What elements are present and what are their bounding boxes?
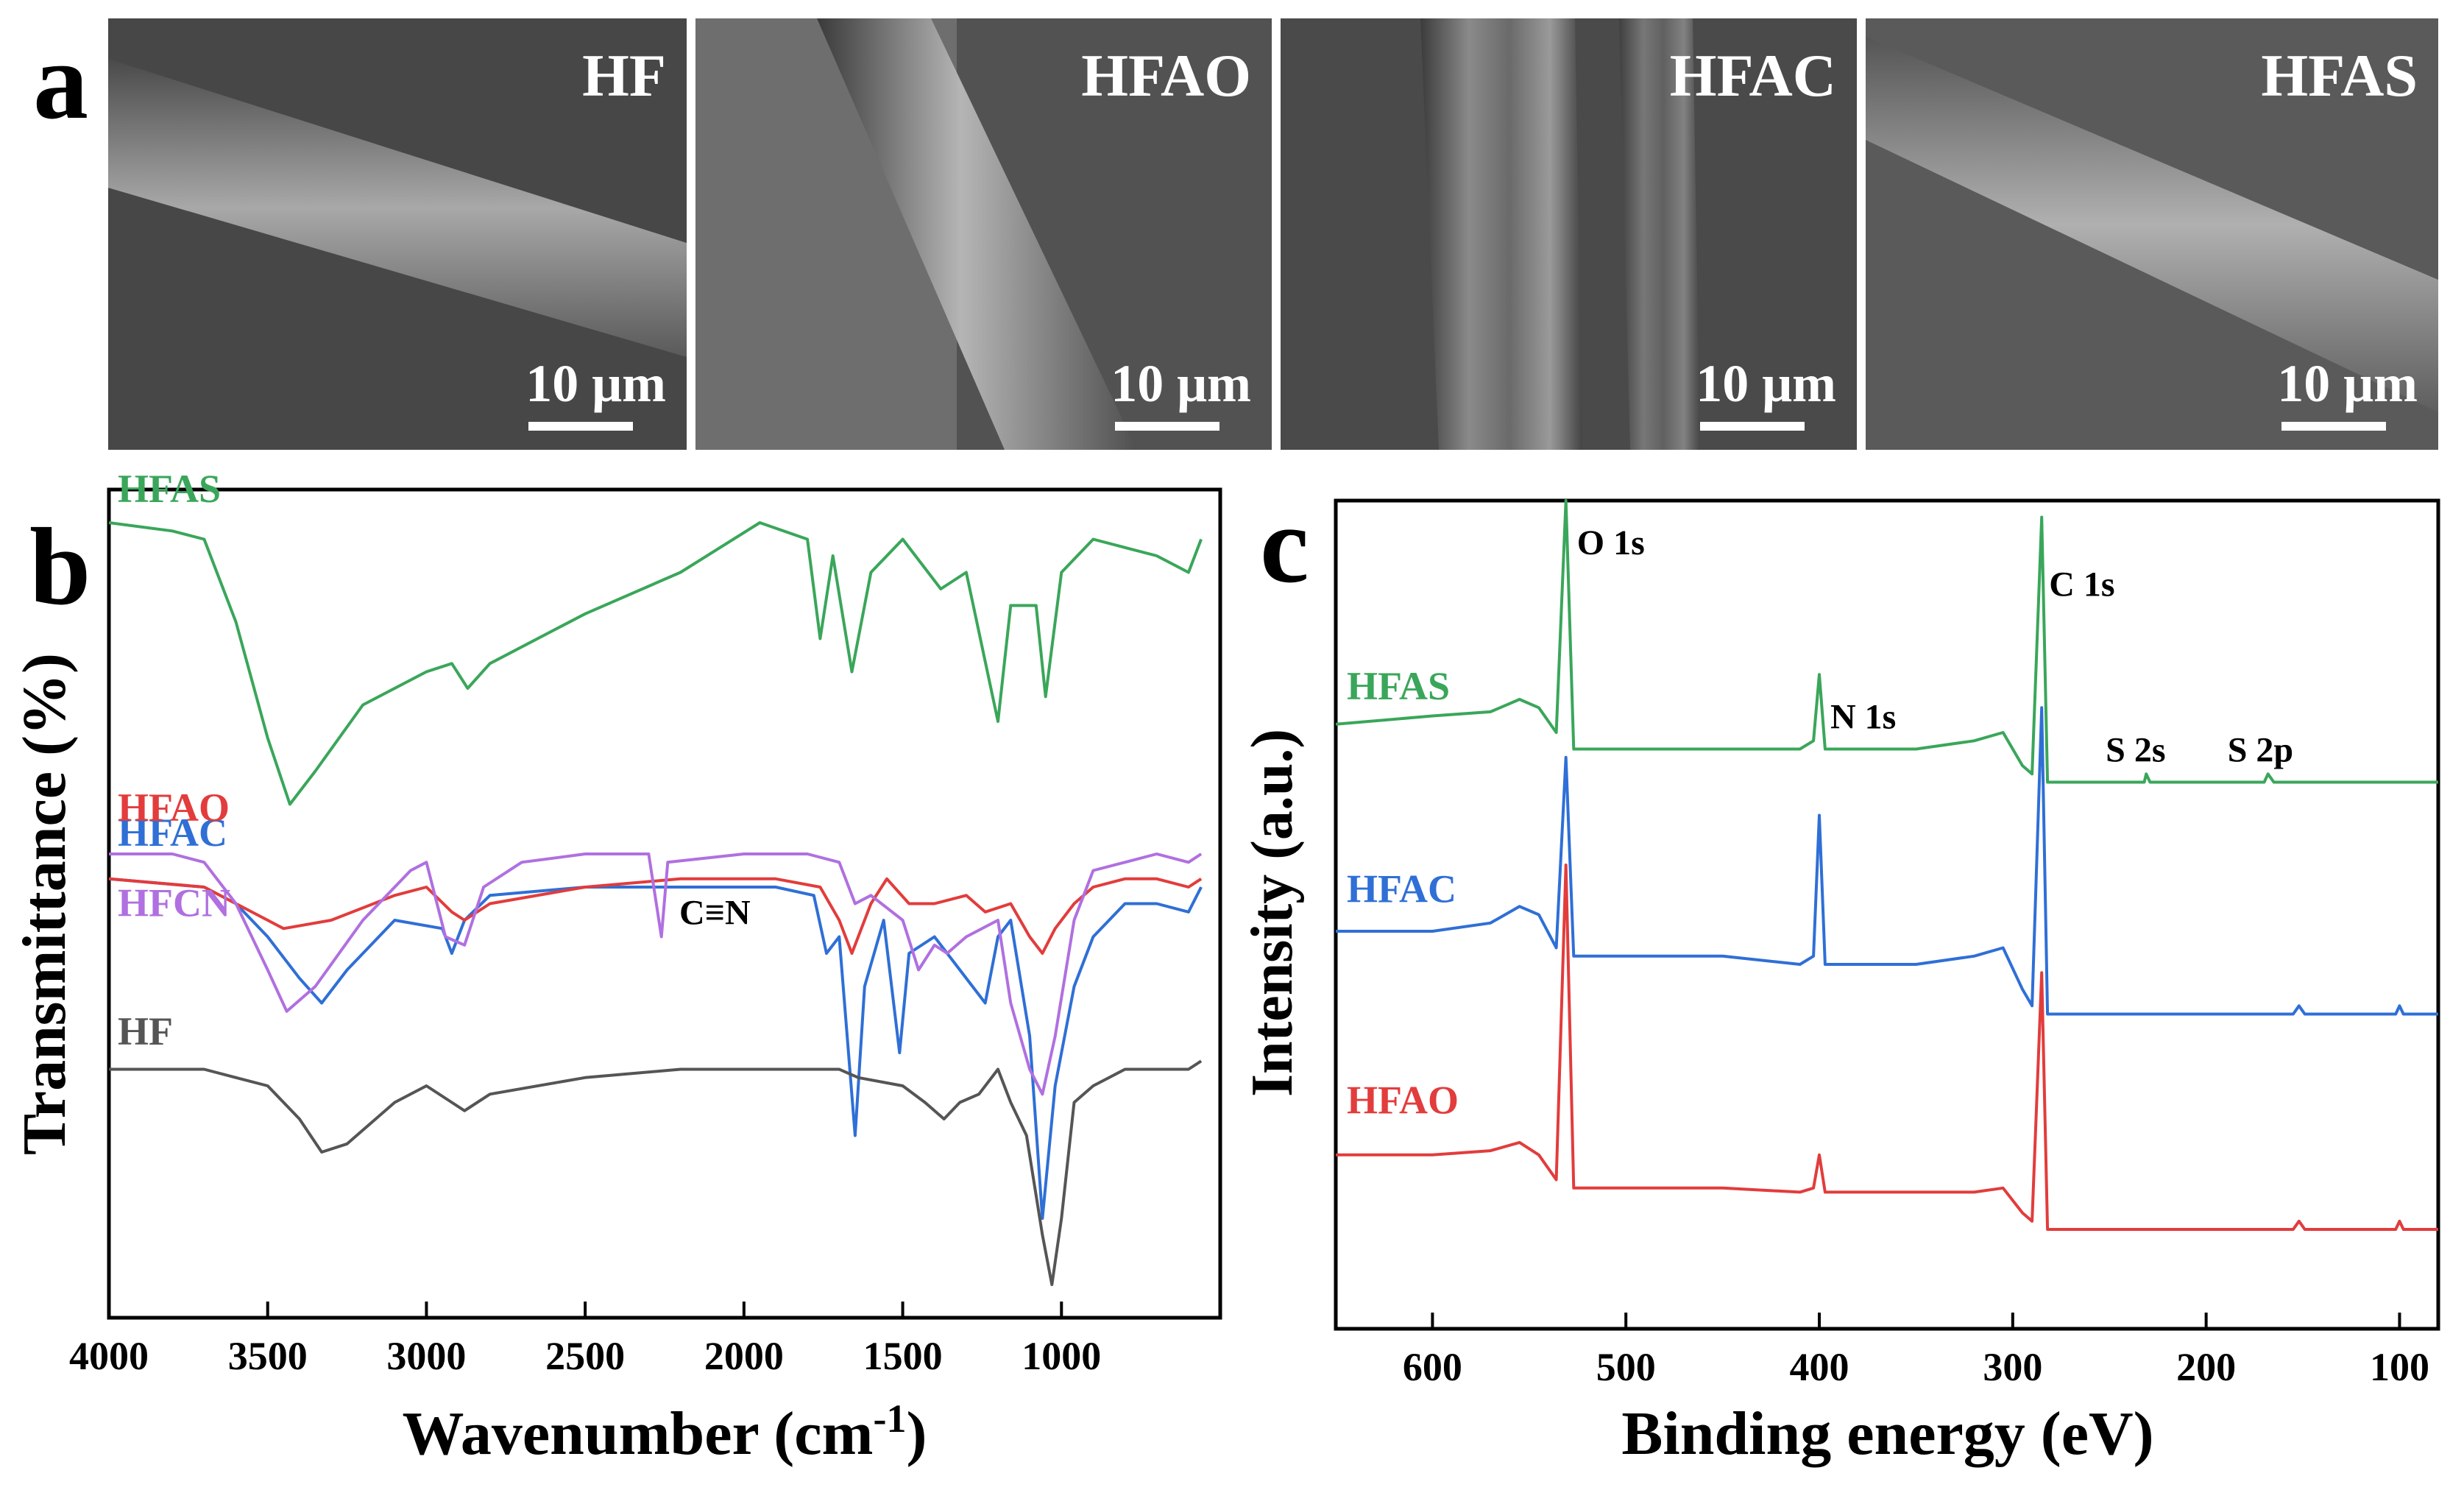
- scale-bar: [528, 422, 633, 431]
- x-tick-label: 2500: [545, 1334, 625, 1378]
- series-line-hfac: [108, 877, 1203, 1220]
- series-label-hfac: HFAC: [1347, 867, 1456, 911]
- x-axis-label: Wavenumber (cm-1): [402, 1397, 927, 1468]
- x-tick-label: 1500: [863, 1334, 943, 1378]
- sem-label: HF: [582, 42, 666, 109]
- panel-letter-b: b: [29, 506, 91, 628]
- sem-label: HFAO: [1081, 42, 1251, 109]
- fiber-shape: [1866, 37, 2438, 412]
- plot-frame: [107, 487, 1222, 1320]
- series-line-hfao: [1336, 864, 2438, 1231]
- peak-annotation: S 2s: [2106, 730, 2165, 769]
- scale-bar: [2281, 422, 2386, 431]
- panel-letter-a: a: [33, 20, 88, 142]
- fiber-shape: [817, 18, 1137, 450]
- y-axis-label: Transmittance (%): [10, 653, 79, 1155]
- x-tick-label: 4000: [69, 1334, 149, 1378]
- x-tick-label: 400: [1790, 1345, 1849, 1389]
- scale-bar: [1700, 422, 1805, 431]
- fiber-shape: [1420, 18, 1582, 450]
- x-tick-label: 100: [2370, 1345, 2429, 1389]
- peak-annotation: O 1s: [1577, 523, 1645, 562]
- peak-annotation: C 1s: [2049, 565, 2114, 604]
- sem-label: HFAC: [1670, 42, 1836, 109]
- scale-bar-label: 10 μm: [2277, 354, 2418, 413]
- x-tick-label: 1000: [1022, 1334, 1101, 1378]
- peak-annotation: N 1s: [1830, 697, 1896, 736]
- series-line-hfas: [1335, 499, 2438, 784]
- peak-annotation: C≡N: [679, 894, 751, 933]
- x-tick-label: 3000: [386, 1334, 466, 1378]
- series-label-hfcn: HFCN: [118, 880, 230, 925]
- sem-image-hfao: HFAO 10 μm: [695, 18, 1272, 450]
- x-tick-label: 500: [1596, 1345, 1656, 1389]
- x-axis-label: Binding energy (eV): [1621, 1399, 2153, 1468]
- series-label-hfac: HFAC: [118, 811, 227, 855]
- y-axis-label: Intensity (a.u.): [1240, 729, 1305, 1097]
- scale-bar: [1115, 422, 1219, 431]
- series-line-hfao: [108, 877, 1203, 955]
- series-label-hfas: HFAS: [118, 467, 221, 511]
- scale-bar-label: 10 μm: [1696, 354, 1836, 413]
- sem-image-hfac: HFAC 10 μm: [1281, 18, 1857, 450]
- series-label-hf: HF: [118, 1009, 173, 1053]
- scale-bar-label: 10 μm: [525, 354, 666, 413]
- series-line-hf: [109, 1059, 1203, 1286]
- panel-letter-c: c: [1260, 484, 1309, 606]
- x-tick-label: 300: [1983, 1345, 2042, 1389]
- sem-label: HFAS: [2261, 42, 2418, 109]
- scale-bar-label: 10 μm: [1111, 354, 1251, 413]
- plot-frame: [1334, 498, 2440, 1331]
- series-label-hfao: HFAO: [1347, 1078, 1459, 1123]
- series-line-hfas: [108, 521, 1203, 806]
- x-tick-label: 600: [1403, 1345, 1462, 1389]
- ftir-chart: Transmittance (%) Wavenumber (cm-1) 4000…: [10, 467, 1222, 1468]
- sem-image-hfas: HFAS 10 μm: [1866, 18, 2438, 450]
- x-tick-label: 3500: [228, 1334, 308, 1378]
- series-label-hfao: HFAO: [118, 785, 230, 830]
- series-label-hfas: HFAS: [1347, 664, 1450, 708]
- fiber-shape: [108, 59, 687, 357]
- peak-annotation: S 2p: [2228, 730, 2293, 769]
- x-tick-label: 2000: [704, 1334, 784, 1378]
- x-tick-label: 200: [2176, 1345, 2236, 1389]
- sem-image-hf: HF 10 μm: [108, 18, 687, 450]
- series-line-hfcn: [109, 852, 1203, 1096]
- series-line-hfac: [1336, 706, 2438, 1016]
- xps-chart: Intensity (a.u.) Intensity (a.u.) Bindin…: [1240, 498, 2440, 1468]
